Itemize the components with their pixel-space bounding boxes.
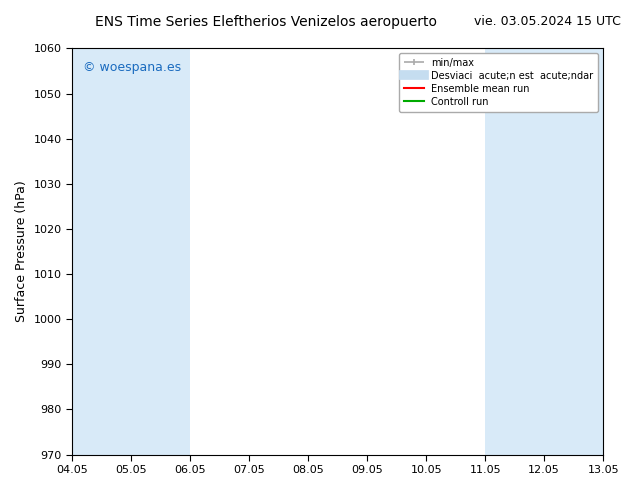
Text: © woespana.es: © woespana.es <box>82 61 181 74</box>
Y-axis label: Surface Pressure (hPa): Surface Pressure (hPa) <box>15 181 28 322</box>
Text: vie. 03.05.2024 15 UTC: vie. 03.05.2024 15 UTC <box>474 15 621 28</box>
Legend: min/max, Desviaci  acute;n est  acute;ndar, Ensemble mean run, Controll run: min/max, Desviaci acute;n est acute;ndar… <box>399 53 598 112</box>
Text: ENS Time Series Eleftherios Venizelos aeropuerto: ENS Time Series Eleftherios Venizelos ae… <box>95 15 437 29</box>
Bar <box>72 49 131 455</box>
Bar <box>485 49 544 455</box>
Bar <box>131 49 190 455</box>
Bar <box>544 49 603 455</box>
